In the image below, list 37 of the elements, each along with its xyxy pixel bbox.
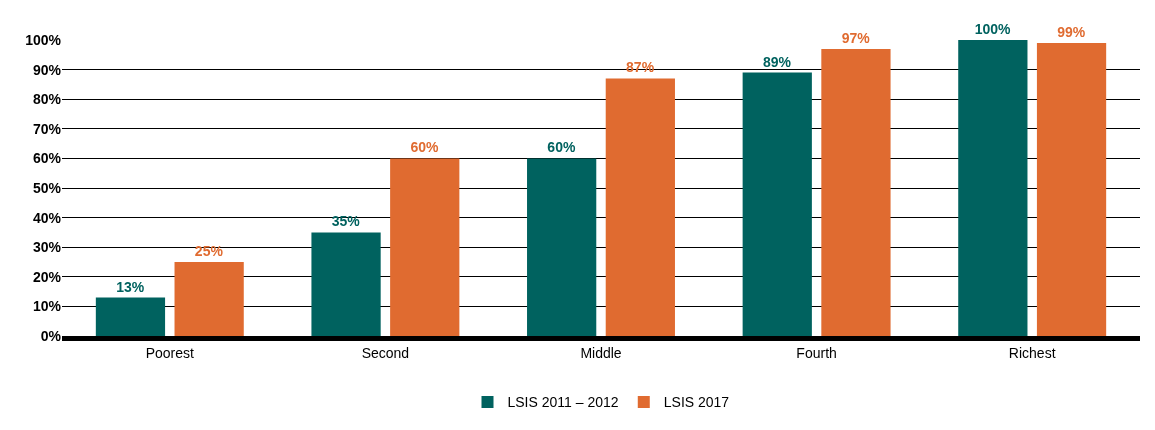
bar — [605, 78, 675, 336]
y-tick-label: 10% — [32, 298, 62, 315]
bar — [742, 72, 812, 336]
y-tick-label: 40% — [32, 209, 62, 226]
y-tick-label: 60% — [32, 150, 62, 167]
x-tick-label: Poorest — [145, 344, 195, 361]
x-tick-label: Richest — [1008, 344, 1056, 361]
x-tick-label: Middle — [580, 344, 622, 361]
legend-label: LSIS 2011 – 2012 — [507, 394, 619, 411]
data-label: 60% — [547, 139, 576, 156]
x-tick-label: Fourth — [796, 344, 837, 361]
data-label: 35% — [331, 213, 361, 230]
bar — [390, 158, 460, 336]
legend-label: LSIS 2017 — [663, 394, 730, 411]
y-tick-label: 80% — [32, 91, 62, 108]
data-label: 100% — [974, 21, 1012, 37]
data-label: 89% — [762, 53, 792, 70]
bar — [958, 40, 1028, 336]
bar — [311, 232, 381, 336]
x-tick-label: Second — [361, 344, 410, 361]
bar — [174, 262, 244, 336]
data-label: 25% — [194, 243, 224, 259]
y-tick-label: 0% — [40, 327, 62, 344]
data-label: 99% — [1057, 23, 1086, 40]
bar — [95, 297, 166, 336]
y-tick-label: 20% — [32, 268, 62, 285]
bar — [821, 48, 891, 336]
y-tick-label: 100% — [25, 31, 62, 48]
data-label: 60% — [410, 139, 440, 156]
y-tick-label: 30% — [32, 239, 62, 256]
y-tick-label: 50% — [32, 179, 62, 196]
data-label: 97% — [841, 29, 871, 46]
y-tick-label: 70% — [32, 120, 62, 137]
y-tick-label: 90% — [32, 61, 62, 78]
bar — [1036, 42, 1107, 336]
bar — [527, 158, 597, 336]
data-label: 13% — [116, 278, 145, 295]
